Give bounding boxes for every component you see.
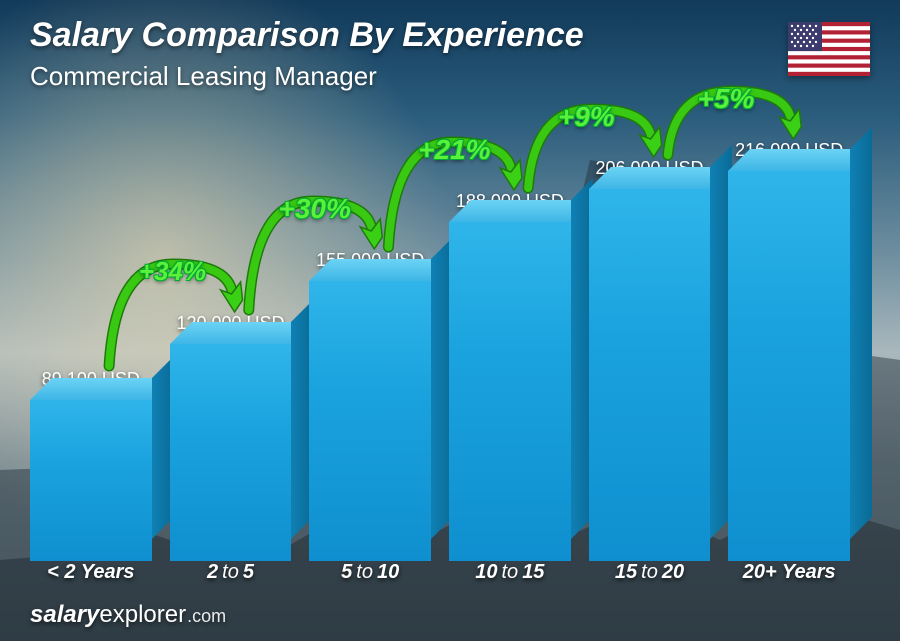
bar (728, 171, 850, 561)
x-axis: < 2 Years 2to5 5to10 10to15 15to20 20+ Years (30, 561, 850, 591)
infographic-canvas: Salary Comparison By Experience Commerci… (0, 0, 900, 641)
bar-col-2: 155,000 USD (309, 250, 431, 561)
x-category: < 2 Years (30, 561, 152, 591)
bar (449, 222, 571, 561)
increase-label: +9% (558, 101, 615, 133)
x-category: 20+ Years (728, 561, 850, 591)
bar (589, 189, 711, 561)
bar-col-1: 120,000 USD (170, 313, 292, 561)
x-category: 5to10 (309, 561, 431, 591)
bar (309, 281, 431, 561)
x-category: 15to20 (589, 561, 711, 591)
increase-label: +5% (698, 83, 755, 115)
brand-bold: salary (30, 601, 99, 629)
bar-col-5: 216,000 USD (728, 140, 850, 561)
brand-light: explorer (99, 601, 186, 629)
bar-col-4: 206,000 USD (589, 158, 711, 561)
chart-title: Salary Comparison By Experience (30, 16, 870, 55)
salary-bar-chart: 89,100 USD120,000 USD155,000 USD188,000 … (30, 71, 850, 591)
increase-label: +34% (139, 256, 206, 287)
bar (170, 344, 292, 561)
brand-logo: salaryexplorer.com (30, 601, 226, 629)
bar (30, 400, 152, 561)
x-category: 2to5 (170, 561, 292, 591)
brand-domain: .com (187, 606, 226, 627)
bar-col-3: 188,000 USD (449, 191, 571, 561)
us-flag-icon (788, 22, 870, 76)
increase-label: +30% (279, 193, 351, 225)
bar-col-0: 89,100 USD (30, 369, 152, 561)
x-category: 10to15 (449, 561, 571, 591)
increase-label: +21% (418, 134, 490, 166)
